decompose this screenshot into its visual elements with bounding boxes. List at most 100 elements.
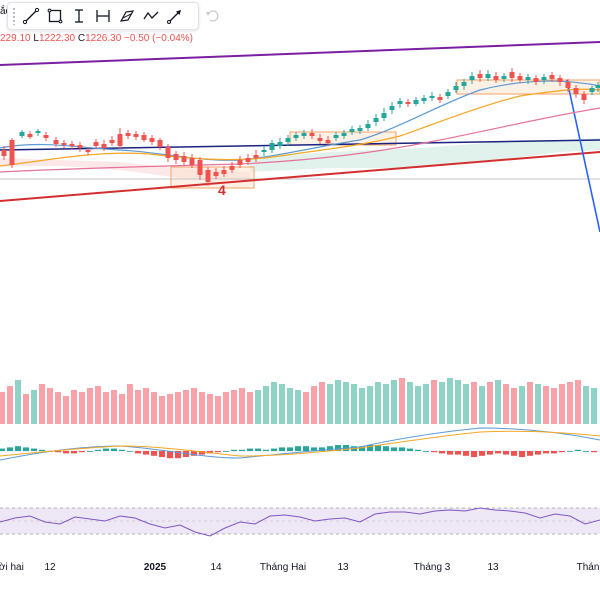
candle-body [357,128,363,131]
volume-bar [79,392,85,424]
ohlc-readout: 229.10 L1222.30 C1226.30 −0.50 (−0.04%) [0,33,193,44]
symbol-title: ắc [0,6,11,17]
volume-bar [447,378,453,424]
volume-bar [287,388,293,424]
macd-line [0,427,600,461]
candle-body [595,85,600,88]
macd-bar [591,451,597,453]
candle-body [549,75,555,79]
candle-body [43,135,49,138]
ma-blue-line [0,80,600,161]
time-tick: 14 [210,562,222,573]
volume-bar [503,384,509,424]
candle-body [565,82,571,88]
candle-body [333,135,339,138]
ma-pink-line [0,107,600,173]
volume-bar [535,384,541,424]
time-axis[interactable]: ười hai 12 2025 14 Tháng Hai 13 Tháng 3 … [0,556,600,580]
candle-body [157,140,163,147]
volume-bar [375,382,381,424]
candle-body [205,170,211,182]
arrow-icon[interactable] [163,4,187,28]
trend-line-icon[interactable] [19,4,43,28]
macd-bar [79,451,85,453]
volume-bar [463,384,469,424]
candle-body [485,74,491,78]
macd-bar [271,448,277,451]
volume-bar [511,388,517,424]
macd-bar [87,451,93,452]
undo-icon[interactable] [204,8,220,24]
volume-bar [367,386,373,424]
candle-body [341,133,347,136]
macd-bar [543,451,549,454]
macd-bar [55,451,61,453]
text-cursor-icon[interactable] [67,4,91,28]
purple-trend-line[interactable] [0,41,600,66]
macd-bar [575,449,581,451]
macd-bar [335,445,341,451]
highlight-zone-1[interactable] [170,166,255,189]
candle-body [253,155,259,158]
rectangle-icon[interactable] [43,4,67,28]
candle-body [109,140,115,143]
candle-body [477,74,483,78]
macd-bar [423,451,429,452]
candle-body [101,144,107,148]
volume-bar [495,380,501,424]
volume-bar [23,394,29,424]
drawing-toolbar [7,2,199,30]
candle-body [69,144,75,146]
volume-bar [407,382,413,424]
red-trend-line[interactable] [0,151,600,202]
macd-bar [135,451,141,454]
volume-bar [15,380,21,424]
macd-bar [327,446,333,451]
candle-body [213,172,219,176]
volume-histogram [0,378,597,424]
blue-projection-line[interactable] [566,79,600,233]
macd-bar [383,446,389,451]
volume-bar [31,390,37,424]
macd-bar [151,451,157,456]
macd-bar [215,451,221,453]
rsi-line [0,507,600,537]
volume-bar [247,392,253,424]
macd-bar [399,447,405,451]
candle-body [373,118,379,122]
candle-body [325,140,331,143]
fib-retracement-icon[interactable] [91,4,115,28]
macd-bar [551,451,557,454]
candle-body [581,94,587,100]
candle-body [421,98,427,101]
brush-icon[interactable] [115,4,139,28]
volume-bar [383,384,389,424]
macd-bar [391,447,397,451]
volume-bar [311,386,317,424]
candle-body [197,160,203,175]
macd-bar [295,446,301,451]
drag-handle-icon[interactable] [12,7,16,25]
macd-bar [415,449,421,451]
macd-bar [231,449,237,451]
time-tick: 12 [44,562,56,573]
volume-bar [167,394,173,424]
macd-bar [263,449,269,451]
macd-bar [111,448,117,451]
candle-body [9,140,15,165]
volume-bar [567,382,573,424]
volume-bar [439,382,445,424]
candle-body [573,88,579,94]
volume-bar [119,394,125,424]
path-icon[interactable] [139,4,163,28]
volume-bar [303,392,309,424]
candle-body [365,124,371,128]
macd-bar [535,451,541,455]
volume-bar [415,386,421,424]
candle-body [269,143,275,150]
macd-bar [375,445,381,451]
volume-bar [263,386,269,424]
candle-body [261,150,267,152]
candle-body [381,113,387,118]
